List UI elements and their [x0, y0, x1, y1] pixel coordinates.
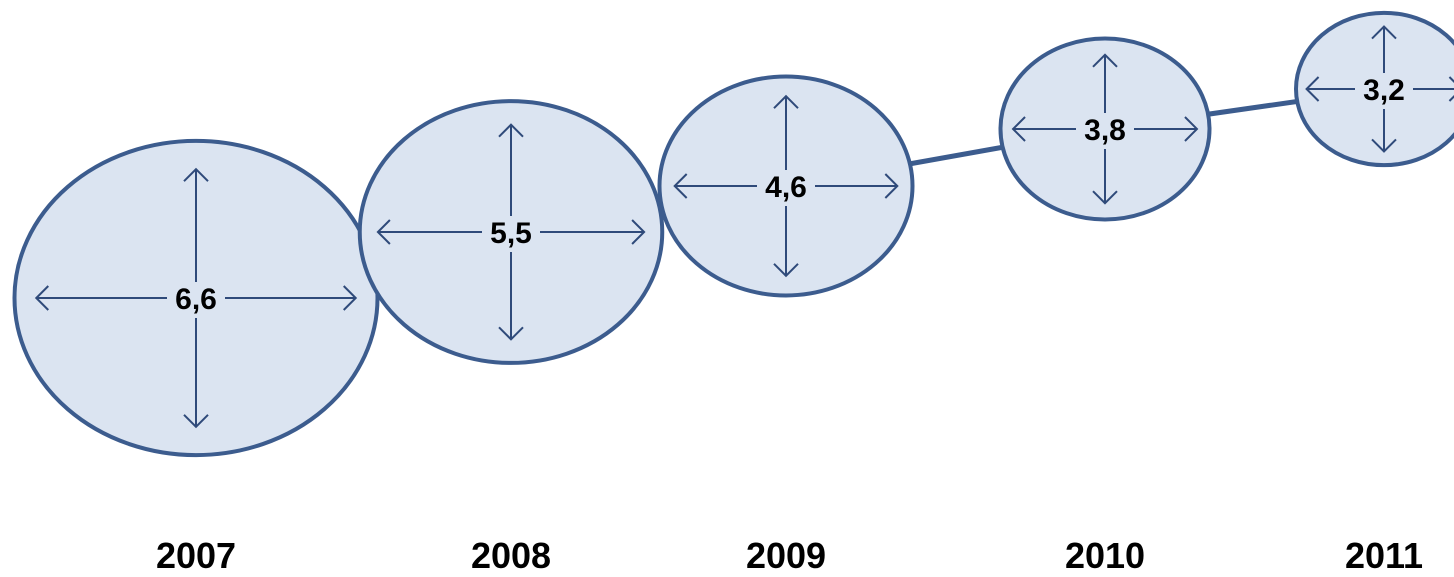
value-label: 6,6: [175, 283, 217, 316]
bubble-layer: 6,6 5,5 4,6 3,8 3,2: [12, 10, 1454, 458]
value-label: 5,5: [490, 217, 532, 250]
value-label-background: [482, 216, 540, 252]
value-label: 4,6: [765, 171, 807, 204]
bubble-2010: 3,8: [998, 36, 1212, 222]
value-label-background: [1355, 73, 1413, 109]
bubble-2009: 4,6: [657, 74, 915, 298]
bubble-2008: 5,5: [357, 99, 665, 365]
year-label: 2008: [471, 535, 551, 576]
value-label-background: [1076, 113, 1134, 149]
value-label-background: [757, 170, 815, 206]
year-label: 2011: [1345, 535, 1423, 576]
value-label: 3,2: [1363, 74, 1405, 107]
value-label-background: [167, 282, 225, 318]
bubble-2011: 3,2: [1294, 10, 1454, 168]
bubble-2007: 6,6: [12, 138, 380, 458]
year-label-layer: 2007 2008 2009 2010 2011: [156, 535, 1423, 576]
value-label: 3,8: [1084, 114, 1126, 147]
year-label: 2009: [746, 535, 826, 576]
year-label: 2007: [156, 535, 236, 576]
year-label: 2010: [1065, 535, 1145, 576]
